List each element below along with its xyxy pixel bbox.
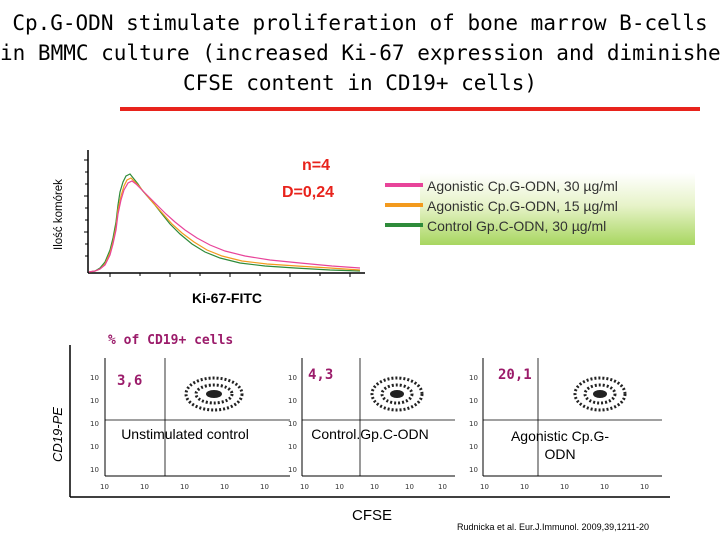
legend-background (420, 173, 695, 245)
dotplot-panel-1-frame: 10 10 10 10 10 10 10 10 10 10 (90, 358, 290, 491)
svg-text:10: 10 (288, 420, 297, 428)
n-label: n=4 (302, 157, 331, 174)
panel-1-value: 3,6 (117, 373, 143, 389)
legend-swatch-3 (385, 223, 423, 227)
legend-swatch-2 (385, 203, 423, 207)
title-line-3: CFSE content in CD19+ cells) (182, 71, 537, 95)
panel-2-label: Control.Gp.C-ODN (311, 426, 429, 442)
svg-text:10: 10 (640, 483, 649, 491)
citation: Rudnicka et al. Eur.J.Immunol. 2009,39,1… (457, 522, 649, 532)
dotplot-panel-2-frame: 10 10 10 10 10 10 10 10 10 10 (288, 358, 455, 491)
svg-text:10: 10 (469, 443, 478, 451)
svg-text:10: 10 (560, 483, 569, 491)
dotplot-x-axis-label: CFSE (352, 507, 393, 524)
svg-text:10: 10 (288, 443, 297, 451)
svg-text:10: 10 (180, 483, 189, 491)
svg-text:10: 10 (600, 483, 609, 491)
histogram-axes (84, 150, 365, 277)
panel-3-label: Agonistic Cp.G-ODN (510, 428, 610, 462)
svg-text:10: 10 (438, 483, 447, 491)
svg-text:10: 10 (90, 374, 99, 382)
svg-text:10: 10 (405, 483, 414, 491)
dotplot-panel-3-frame: 10 10 10 10 10 10 10 10 10 10 (469, 358, 662, 491)
svg-text:10: 10 (370, 483, 379, 491)
dotplot-clusters (184, 376, 627, 412)
d-statistic-label: D=0,24 (282, 184, 335, 201)
title-line-2: in BMMC culture (increased Ki-67 express… (0, 41, 720, 65)
slide-title: Cp.G-ODN stimulate proliferation of bone… (0, 8, 720, 98)
histogram-x-axis-label: Ki-67-FITC (192, 290, 262, 306)
legend-entry-1: Agonistic Cp.G-ODN, 30 µg/ml (427, 178, 618, 194)
section-label: % of CD19+ cells (108, 333, 234, 348)
svg-text:10: 10 (90, 443, 99, 451)
svg-text:10: 10 (300, 483, 309, 491)
title-line-1: Cp.G-ODN stimulate proliferation of bone… (12, 11, 708, 35)
svg-text:10: 10 (90, 397, 99, 405)
legend-swatch-1 (385, 183, 423, 187)
title-underline (120, 107, 700, 111)
svg-text:10: 10 (520, 483, 529, 491)
panel-3-value: 20,1 (498, 367, 532, 383)
svg-text:10: 10 (288, 397, 297, 405)
svg-text:10: 10 (469, 374, 478, 382)
svg-text:10: 10 (90, 420, 99, 428)
svg-text:10: 10 (90, 466, 99, 474)
panel-2-value: 4,3 (308, 367, 334, 383)
svg-text:10: 10 (288, 374, 297, 382)
svg-text:10: 10 (335, 483, 344, 491)
svg-text:10: 10 (260, 483, 269, 491)
svg-text:10: 10 (469, 397, 478, 405)
histogram-curve-30 (88, 180, 361, 273)
svg-text:10: 10 (469, 420, 478, 428)
svg-text:10: 10 (469, 466, 478, 474)
svg-text:10: 10 (140, 483, 149, 491)
svg-text:10: 10 (220, 483, 229, 491)
svg-text:10: 10 (480, 483, 489, 491)
panel-1-label: Unstimulated control (121, 426, 249, 442)
svg-text:10: 10 (288, 466, 297, 474)
legend-entry-3: Control Gp.C-ODN, 30 µg/ml (427, 218, 607, 234)
legend-entry-2: Agonistic Cp.G-ODN, 15 µg/ml (427, 198, 618, 214)
svg-text:10: 10 (100, 483, 109, 491)
histogram-curves (88, 173, 361, 273)
